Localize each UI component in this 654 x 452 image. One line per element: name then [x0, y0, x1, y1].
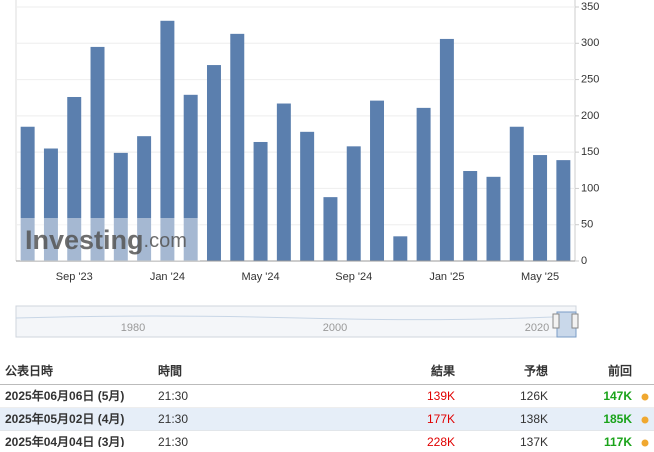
status-dot [641, 439, 649, 447]
table-row [0, 408, 654, 431]
table-cell: 185K [603, 412, 632, 426]
table-cell: 139K [427, 389, 455, 403]
bar [43, 148, 58, 261]
y-tick-label: 200 [581, 110, 599, 122]
bar [300, 131, 315, 261]
table-cell: 21:30 [158, 412, 188, 426]
status-dot [641, 416, 649, 424]
bar [463, 171, 478, 261]
y-tick-label: 150 [581, 146, 599, 158]
navigator-box [15, 305, 577, 338]
bar [486, 176, 501, 261]
y-tick-label: 250 [581, 73, 599, 85]
table-cell: 137K [520, 435, 548, 447]
table-cell: 147K [603, 389, 632, 403]
bar [206, 65, 221, 261]
table-cell: 2025年04月04日 (3月) [5, 434, 124, 447]
x-tick-label: Sep '23 [56, 271, 93, 283]
navigator-label: 2020 [525, 322, 549, 334]
bar [90, 46, 105, 261]
bar [160, 20, 175, 261]
x-tick-label: Jan '24 [150, 271, 185, 283]
navigator-handle[interactable] [571, 313, 579, 329]
table-header: 前回 [608, 363, 632, 378]
y-tick-label: 0 [581, 255, 587, 267]
table-cell: 126K [520, 389, 548, 403]
y-tick-label: 300 [581, 37, 599, 49]
table-header: 結果 [431, 363, 455, 378]
bar [230, 33, 245, 262]
table-header-rule [0, 384, 654, 385]
watermark: Investing.com [25, 225, 187, 255]
bar [370, 100, 385, 261]
table-row [0, 385, 654, 408]
bar [253, 141, 268, 261]
bar [323, 197, 338, 261]
bar [533, 155, 548, 261]
bar [439, 38, 454, 261]
table-cell: 21:30 [158, 435, 188, 447]
watermark-band [20, 218, 200, 261]
bar [20, 126, 35, 261]
bar [67, 96, 82, 261]
x-tick-label: May '24 [241, 271, 279, 283]
x-tick-label: May '25 [521, 271, 559, 283]
y-tick-label: 100 [581, 182, 599, 194]
bar [556, 160, 571, 261]
watermark-brand: Investing [25, 225, 144, 255]
table-header: 時間 [158, 363, 182, 378]
navigator-label: 1980 [121, 322, 145, 334]
table-cell: 117K [604, 435, 632, 447]
navigator[interactable] [15, 305, 579, 338]
x-tick-label: Sep '24 [335, 271, 372, 283]
bar [509, 126, 524, 261]
bar [137, 136, 152, 261]
bar [393, 236, 408, 261]
status-dot [641, 393, 649, 401]
bar [346, 146, 361, 261]
table-cell: 177K [427, 412, 455, 426]
table-cell: 2025年05月02日 (4月) [5, 411, 124, 426]
y-tick-label: 350 [581, 1, 599, 13]
x-tick-label: Jan '25 [429, 271, 464, 283]
navigator-line [15, 315, 577, 321]
table-cell: 21:30 [158, 389, 188, 403]
table-header: 公表日時 [5, 363, 53, 378]
table-header: 予想 [524, 363, 548, 378]
table-cell: 228K [427, 435, 455, 447]
bar [416, 107, 431, 261]
watermark-suffix: .com [144, 230, 187, 252]
y-tick-label: 50 [581, 219, 593, 231]
table-cell: 2025年06月06日 (5月) [5, 388, 124, 403]
bar [276, 103, 291, 262]
bar [113, 152, 128, 261]
bar [183, 94, 198, 261]
table-cell: 138K [520, 412, 548, 426]
navigator-label: 2000 [323, 322, 347, 334]
navigator-handle[interactable] [552, 313, 560, 329]
